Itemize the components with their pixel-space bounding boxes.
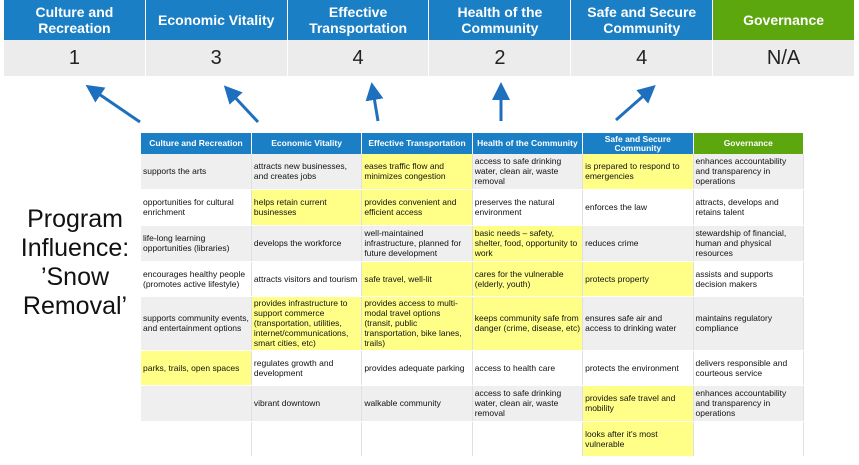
summary-score: 3	[145, 40, 288, 76]
column-header: Economic Vitality	[251, 133, 363, 154]
table-cell: safe travel, well-lit	[361, 261, 473, 297]
table-cell	[251, 421, 363, 457]
table-row: parks, trails, open spaces regulates grow…	[141, 350, 805, 386]
table-cell: access to safe drinking water, clean air…	[472, 154, 584, 190]
column-header: Culture and Recreation	[141, 133, 252, 154]
table-row: vibrant downtown walkable community access…	[141, 385, 805, 422]
table-row: supports the arts attracts new businesses…	[141, 154, 805, 190]
table-cell: reduces crime	[582, 225, 694, 262]
table-cell: stewardship of financial, human and phys…	[693, 225, 805, 262]
table-cell: keeps community safe from danger (crime,…	[472, 296, 584, 351]
table-cell: delivers responsible and courteous servi…	[693, 350, 805, 386]
table-row: opportunities for cultural enrichment hel…	[141, 189, 805, 226]
summary-header: Health of the Community	[429, 0, 572, 40]
table-cell: encourages healthy people (promotes acti…	[141, 261, 252, 297]
summary-score: 1	[4, 40, 146, 76]
summary-grid: Culture and Recreation 1 Economic Vitality…	[4, 0, 855, 76]
table-cell: walkable community	[361, 385, 473, 422]
arrow-icon	[85, 84, 141, 124]
summary-header: Economic Vitality	[145, 0, 288, 40]
table-cell: regulates growth and development	[251, 350, 363, 386]
summary-header: Effective Transportation	[287, 0, 430, 40]
table-cell: enforces the law	[582, 189, 694, 226]
table-cell: maintains regulatory compliance	[693, 296, 805, 351]
table-cell: provides adequate parking	[361, 350, 473, 386]
table-cell: looks after it's most vulnerable	[582, 421, 694, 457]
summary-score: 4	[287, 40, 430, 76]
table-cell: eases traffic flow and minimizes congest…	[361, 154, 473, 190]
table-row: looks after it's most vulnerable	[141, 421, 805, 457]
table-row: encourages healthy people (promotes acti…	[141, 261, 805, 297]
table-cell: opportunities for cultural enrichment	[141, 189, 252, 226]
table-cell: protects property	[582, 261, 694, 297]
table-row: life-long learning opportunities (librar…	[141, 225, 805, 262]
arrow-icon	[615, 85, 656, 122]
table-cell: provides infrastructure to support comme…	[251, 296, 363, 351]
table-row: supports community events, and entertain…	[141, 296, 805, 351]
table-cell	[693, 421, 805, 457]
arrow-icon	[365, 82, 384, 122]
table-cell	[141, 385, 252, 422]
table-cell: attracts, develops and retains talent	[693, 189, 805, 226]
table-cell: attracts visitors and tourism	[251, 261, 363, 297]
summary-header: Safe and Secure Community	[571, 0, 714, 40]
table-cell: enhances accountability and transparency…	[693, 385, 805, 422]
summary-header: Culture and Recreation	[4, 0, 146, 40]
table-cell: well-maintained infrastructure, planned …	[361, 225, 473, 262]
arrow-icon	[223, 85, 260, 124]
column-header: Safe and Secure Community	[582, 133, 694, 154]
table-cell: basic needs – safety, shelter, food, opp…	[472, 225, 584, 262]
table-cell	[361, 421, 473, 457]
column-header: Health of the Community	[472, 133, 584, 154]
table-cell: parks, trails, open spaces	[141, 350, 252, 386]
table-cell: protects the environment	[582, 350, 694, 386]
influence-table: Culture and Recreation Economic Vitality E…	[141, 133, 805, 457]
table-cell: provides safe travel and mobility	[582, 385, 694, 422]
summary-score: 4	[571, 40, 714, 76]
table-cell: life-long learning opportunities (librar…	[141, 225, 252, 262]
table-cell: enhances accountability and transparency…	[693, 154, 805, 190]
table-cell: is prepared to respond to emergencies	[582, 154, 694, 190]
table-cell	[472, 421, 584, 457]
program-title: Program Influence: ’Snow Removal’	[20, 205, 130, 320]
table-cell: access to health care	[472, 350, 584, 386]
arrows	[85, 82, 656, 124]
table-cell: supports community events, and entertain…	[141, 296, 252, 351]
table-cell: provides access to multi-modal travel op…	[361, 296, 473, 351]
table-cell	[141, 421, 252, 457]
table-cell: assists and supports decision makers	[693, 261, 805, 297]
table-cell: supports the arts	[141, 154, 252, 190]
table-cell: vibrant downtown	[251, 385, 363, 422]
summary-score: N/A	[713, 40, 855, 76]
table-cell: cares for the vulnerable (elderly, youth…	[472, 261, 584, 297]
table-cell: ensures safe air and access to drinking …	[582, 296, 694, 351]
table-cell: provides convenient and efficient access	[361, 189, 473, 226]
column-header: Effective Transportation	[361, 133, 473, 154]
table-cell: develops the workforce	[251, 225, 363, 262]
table-cell: helps retain current businesses	[251, 189, 363, 226]
table-cell: access to safe drinking water, clean air…	[472, 385, 584, 422]
table-cell: attracts new businesses, and creates job…	[251, 154, 363, 190]
summary-header: Governance	[713, 0, 855, 40]
column-header: Governance	[693, 133, 805, 154]
table-cell: preserves the natural environment	[472, 189, 584, 226]
table-header-row: Culture and Recreation Economic Vitality E…	[141, 133, 805, 154]
summary-score: 2	[429, 40, 572, 76]
